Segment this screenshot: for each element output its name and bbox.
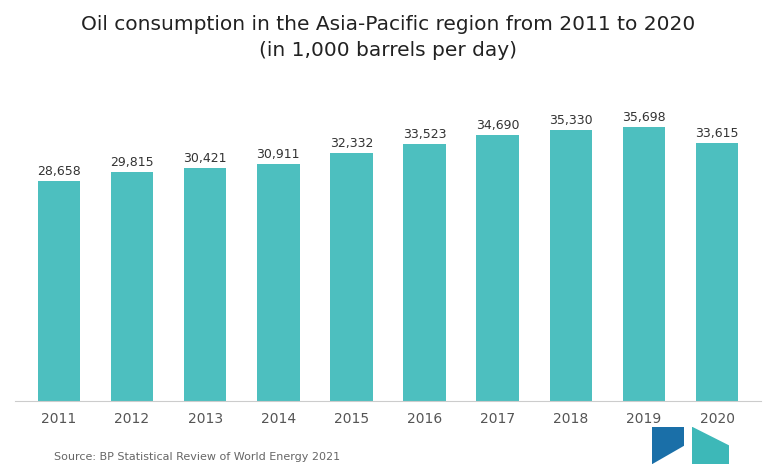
Bar bbox=[623, 127, 665, 401]
Polygon shape bbox=[652, 427, 684, 464]
Bar bbox=[38, 181, 80, 401]
Text: 35,330: 35,330 bbox=[549, 114, 593, 127]
Text: 34,690: 34,690 bbox=[476, 119, 519, 132]
Bar bbox=[404, 144, 445, 401]
Polygon shape bbox=[692, 427, 729, 464]
Bar bbox=[257, 164, 300, 401]
Text: 30,911: 30,911 bbox=[257, 148, 300, 161]
Bar bbox=[184, 167, 227, 401]
Bar bbox=[696, 143, 738, 401]
Text: 32,332: 32,332 bbox=[330, 137, 373, 150]
Text: Source: BP Statistical Review of World Energy 2021: Source: BP Statistical Review of World E… bbox=[54, 452, 341, 462]
Title: Oil consumption in the Asia-Pacific region from 2011 to 2020
(in 1,000 barrels p: Oil consumption in the Asia-Pacific regi… bbox=[81, 15, 695, 61]
Text: 33,523: 33,523 bbox=[403, 128, 446, 141]
Text: 28,658: 28,658 bbox=[37, 166, 81, 178]
Text: 29,815: 29,815 bbox=[110, 157, 154, 169]
Polygon shape bbox=[692, 427, 729, 446]
Text: 35,698: 35,698 bbox=[622, 111, 666, 124]
Text: 33,615: 33,615 bbox=[695, 127, 739, 140]
Bar bbox=[331, 153, 372, 401]
Text: 30,421: 30,421 bbox=[183, 152, 227, 165]
Bar bbox=[476, 135, 519, 401]
Bar bbox=[111, 172, 153, 401]
Bar bbox=[549, 130, 592, 401]
Polygon shape bbox=[652, 446, 684, 464]
